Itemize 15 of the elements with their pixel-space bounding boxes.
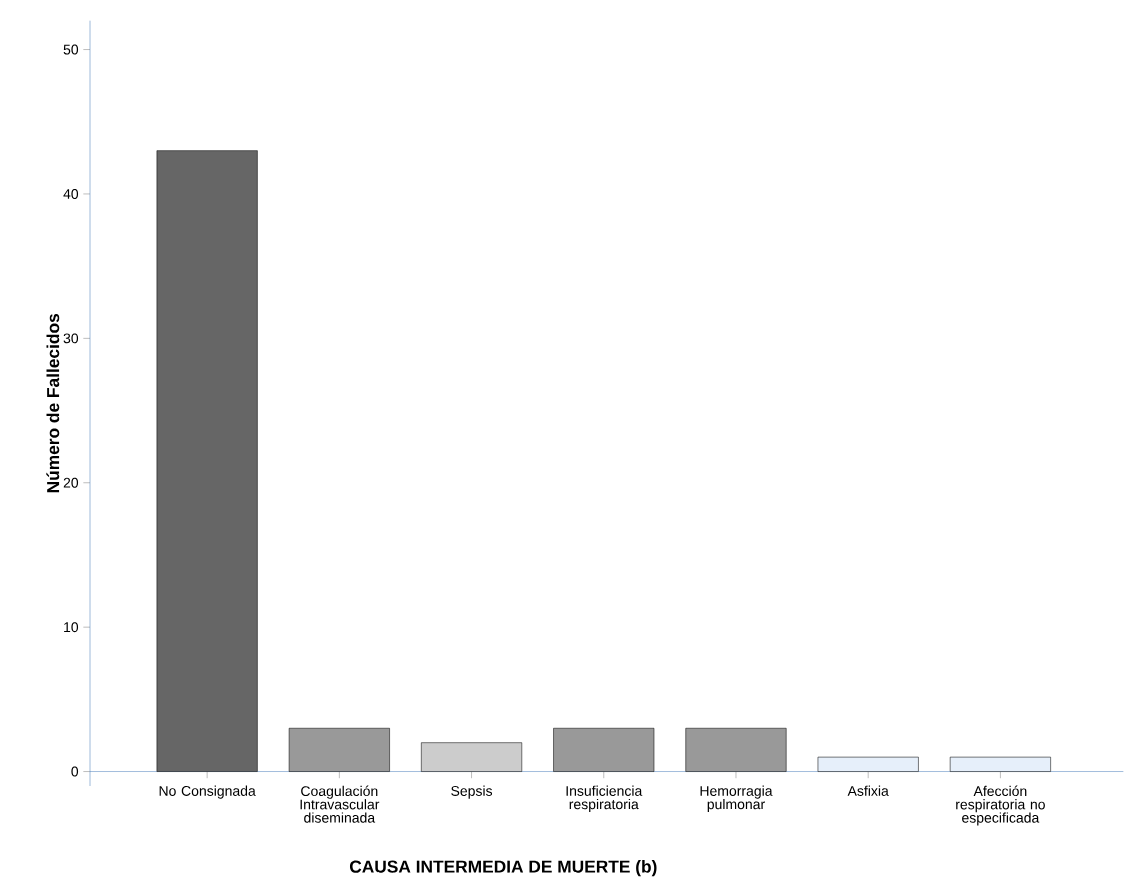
x-tick-label: Asfixia (847, 785, 889, 796)
y-tick-label: 40 (63, 189, 79, 199)
x-axis-title: CAUSA INTERMEDIA DE MUERTE (b) (349, 860, 657, 877)
x-tick-label: Coagulación Intravascular diseminada (300, 785, 380, 823)
x-tick-label: Afección respiratoria no especificada (956, 785, 1045, 826)
y-axis-title: Número de Fallecidos (46, 314, 60, 493)
y-tick-label: 30 (63, 333, 79, 344)
x-tick-label: Hemorragia pulmonar (700, 785, 773, 812)
x-tick-label: Sepsis (451, 785, 493, 799)
y-tick-label: 50 (63, 44, 79, 55)
x-tick-label: Insuficiencia respiratoria (566, 785, 643, 812)
y-tick-label: 10 (64, 622, 79, 633)
x-tick-label: No Consignada (159, 785, 256, 799)
y-tick-label: 0 (71, 766, 79, 777)
y-tick-label: 20 (63, 477, 79, 488)
